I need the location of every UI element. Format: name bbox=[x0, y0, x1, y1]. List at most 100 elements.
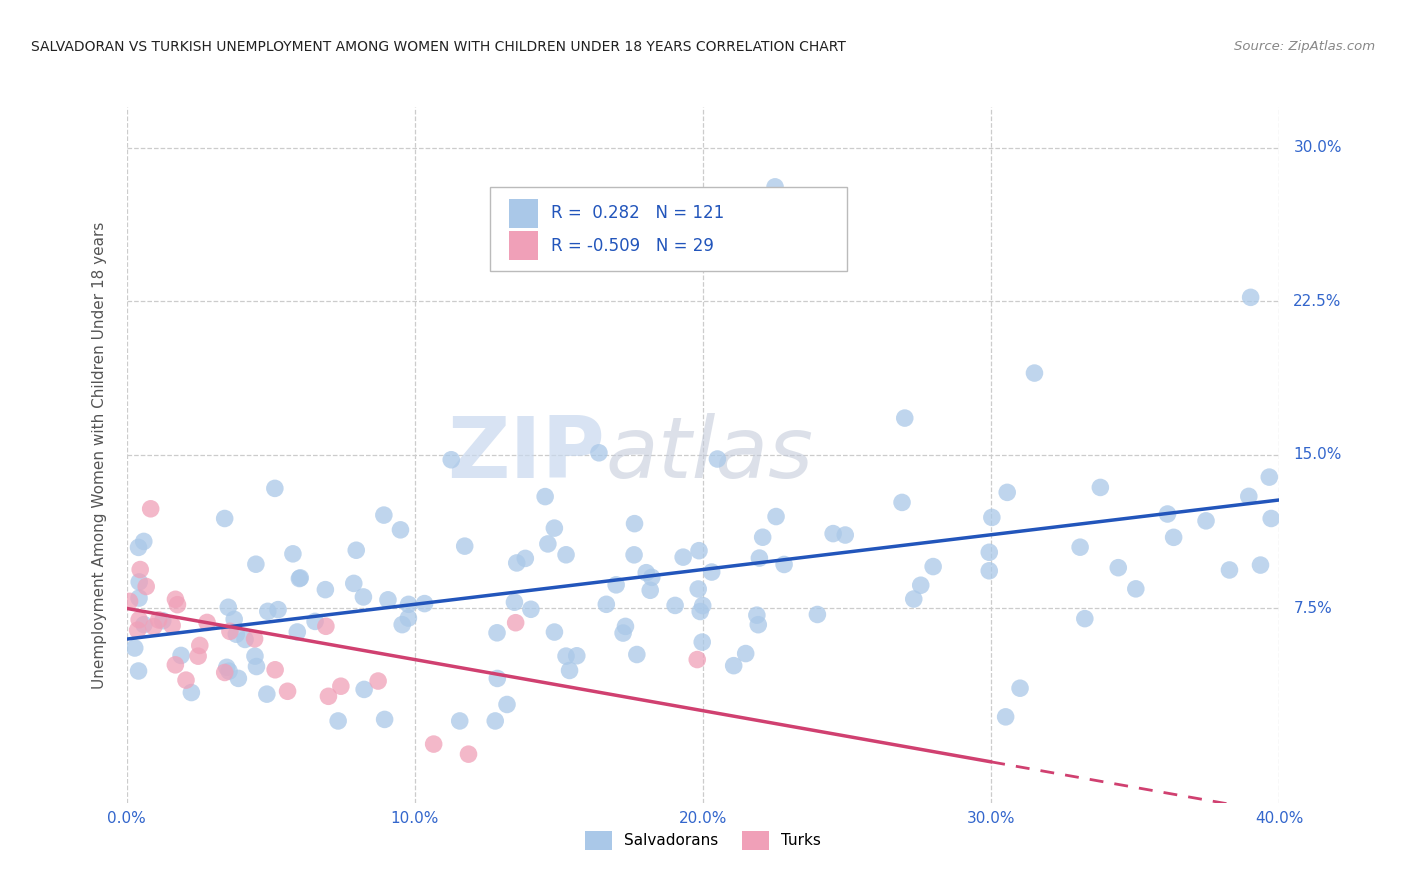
Point bbox=[688, 543, 710, 558]
Point bbox=[979, 564, 1001, 578]
Text: Source: ZipAtlas.com: Source: ZipAtlas.com bbox=[1234, 40, 1375, 54]
Point bbox=[891, 495, 914, 509]
Point bbox=[398, 598, 420, 612]
Point bbox=[641, 570, 664, 584]
Point bbox=[135, 580, 157, 594]
Y-axis label: Unemployment Among Women with Children Under 18 years: Unemployment Among Women with Children U… bbox=[93, 221, 107, 689]
Point bbox=[690, 635, 713, 649]
Point bbox=[132, 534, 155, 549]
Point bbox=[534, 490, 557, 504]
Point bbox=[187, 649, 209, 664]
Point bbox=[224, 612, 246, 626]
Point bbox=[166, 598, 188, 612]
Point bbox=[626, 648, 648, 662]
Point bbox=[485, 625, 508, 640]
Point bbox=[219, 624, 242, 639]
Point bbox=[118, 594, 141, 608]
Text: R =  0.282   N = 121: R = 0.282 N = 121 bbox=[551, 204, 724, 222]
Point bbox=[605, 578, 627, 592]
Point bbox=[343, 576, 366, 591]
Point bbox=[612, 626, 634, 640]
Point bbox=[745, 608, 768, 623]
Point bbox=[1010, 681, 1032, 696]
Point bbox=[217, 600, 239, 615]
Point bbox=[555, 649, 578, 664]
Point bbox=[374, 713, 396, 727]
Legend: Salvadorans, Turks: Salvadorans, Turks bbox=[576, 822, 830, 858]
Text: 15.0%: 15.0% bbox=[1294, 448, 1341, 462]
Point bbox=[263, 482, 285, 496]
Point bbox=[129, 563, 152, 577]
Point bbox=[995, 485, 1018, 500]
Point bbox=[128, 613, 150, 627]
Point bbox=[979, 545, 1001, 559]
Point bbox=[1125, 582, 1147, 596]
Point bbox=[638, 583, 661, 598]
Point bbox=[922, 559, 945, 574]
Point bbox=[128, 664, 150, 678]
Point bbox=[689, 605, 711, 619]
Point bbox=[806, 607, 828, 622]
Point bbox=[329, 679, 352, 693]
Point bbox=[124, 640, 146, 655]
Point bbox=[1250, 558, 1272, 572]
Point bbox=[243, 649, 266, 664]
Point bbox=[506, 556, 529, 570]
Point bbox=[520, 602, 543, 616]
Point bbox=[160, 618, 183, 632]
Point bbox=[748, 551, 770, 566]
Point bbox=[225, 627, 247, 641]
Point bbox=[373, 508, 395, 522]
Text: ZIP: ZIP bbox=[447, 413, 605, 497]
Point bbox=[352, 590, 374, 604]
Point bbox=[751, 530, 773, 544]
Point bbox=[1240, 290, 1263, 304]
Point bbox=[396, 611, 419, 625]
Point bbox=[165, 592, 187, 607]
FancyBboxPatch shape bbox=[509, 199, 538, 228]
Point bbox=[1156, 507, 1178, 521]
Point bbox=[1107, 560, 1129, 574]
Point bbox=[326, 714, 349, 728]
Point bbox=[139, 501, 162, 516]
Point bbox=[515, 551, 537, 566]
Point bbox=[1090, 480, 1112, 494]
Point bbox=[277, 684, 299, 698]
Text: 22.5%: 22.5% bbox=[1294, 294, 1341, 309]
Point bbox=[243, 632, 266, 646]
Point bbox=[1163, 530, 1185, 544]
Point bbox=[180, 685, 202, 699]
Point bbox=[215, 660, 238, 674]
Point bbox=[264, 663, 287, 677]
Point bbox=[245, 659, 267, 673]
Point bbox=[391, 617, 413, 632]
Point bbox=[214, 665, 236, 680]
Point bbox=[558, 664, 581, 678]
Point bbox=[233, 632, 256, 647]
Point bbox=[1074, 612, 1097, 626]
Point bbox=[834, 528, 856, 542]
Point bbox=[980, 510, 1002, 524]
Point bbox=[422, 737, 444, 751]
Point bbox=[484, 714, 506, 728]
Point bbox=[773, 558, 796, 572]
Point bbox=[314, 582, 336, 597]
Point bbox=[128, 541, 150, 555]
Point bbox=[503, 595, 526, 609]
Point bbox=[537, 537, 560, 551]
Point bbox=[148, 613, 170, 627]
Point bbox=[318, 690, 340, 704]
Point bbox=[128, 574, 150, 589]
Point bbox=[142, 620, 165, 634]
Point bbox=[165, 657, 187, 672]
Point bbox=[290, 571, 312, 585]
Point bbox=[543, 521, 565, 535]
Text: 30.0%: 30.0% bbox=[1294, 140, 1341, 155]
FancyBboxPatch shape bbox=[489, 187, 846, 270]
Point bbox=[763, 179, 786, 194]
Point bbox=[228, 672, 250, 686]
Point bbox=[706, 452, 728, 467]
Point bbox=[304, 615, 326, 629]
Point bbox=[170, 648, 193, 663]
Point bbox=[449, 714, 471, 728]
